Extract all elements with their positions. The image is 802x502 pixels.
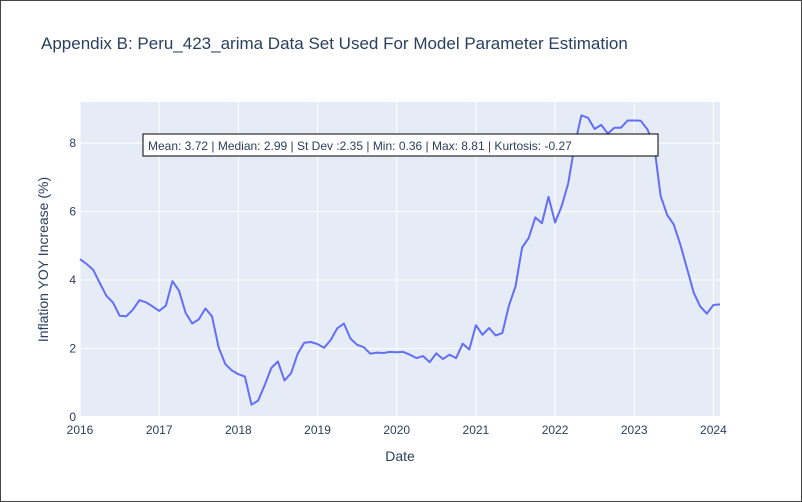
x-axis-title: Date <box>385 448 415 464</box>
annotation-text: Mean: 3.72 | Median: 2.99 | St Dev :2.35… <box>148 139 572 153</box>
y-tick-label: 4 <box>69 273 76 287</box>
y-tick-label: 0 <box>69 410 76 424</box>
x-tick-label: 2023 <box>621 423 648 437</box>
stats-annotation: Mean: 3.72 | Median: 2.99 | St Dev :2.35… <box>142 133 659 157</box>
y-axis-title: Inflation YOY Increase (%) <box>35 177 51 342</box>
y-tick-label: 6 <box>69 205 76 219</box>
annotation-box <box>142 133 659 157</box>
x-tick-label: 2018 <box>225 423 252 437</box>
x-tick-label: 2020 <box>383 423 410 437</box>
y-axis-ticks: 0 2 4 6 8 <box>69 136 76 424</box>
x-tick-label: 2021 <box>463 423 490 437</box>
series-line <box>79 114 721 406</box>
y-tick-label: 8 <box>69 136 76 150</box>
y-tick-label: 2 <box>69 342 76 356</box>
x-tick-label: 2017 <box>146 423 173 437</box>
chart-title: Appendix B: Peru_423_arima Data Set Used… <box>41 34 628 53</box>
x-tick-label: 2019 <box>304 423 331 437</box>
x-axis-ticks: 2016 2017 2018 2019 2020 2021 2022 2023 2024 <box>67 423 727 437</box>
x-tick-label: 2022 <box>542 423 569 437</box>
x-tick-label: 2016 <box>67 423 94 437</box>
x-tick-label: 2024 <box>700 423 727 437</box>
